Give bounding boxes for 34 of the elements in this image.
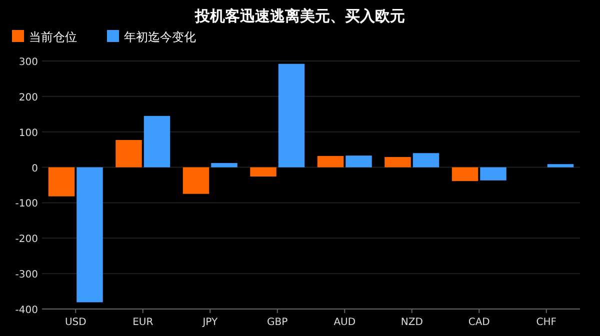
y-tick-label: 100	[18, 128, 38, 139]
bar	[278, 64, 305, 168]
chart-title: 投机客迅速逃离美元、买入欧元	[194, 7, 405, 25]
bar	[211, 163, 238, 168]
y-tick-label: 300	[18, 57, 38, 68]
y-tick-label: -200	[15, 234, 38, 246]
bar	[116, 140, 142, 168]
bar	[48, 167, 75, 196]
bar	[76, 167, 103, 302]
bar	[412, 153, 440, 168]
bar	[317, 156, 344, 168]
x-tick-label: CHF	[536, 317, 557, 328]
y-tick-label: -100	[15, 198, 38, 210]
legend-label: 当前仓位	[29, 30, 77, 44]
x-tick-label: NZD	[400, 317, 424, 328]
x-tick-label: AUD	[334, 317, 356, 328]
x-tick-label: USD	[64, 317, 87, 328]
y-tick-label: -400	[15, 305, 38, 316]
x-tick-label: CAD	[468, 317, 490, 328]
bar	[480, 167, 506, 180]
bar	[346, 156, 372, 168]
x-tick-label: JPY	[202, 317, 218, 328]
x-tick-label: GBP	[267, 317, 288, 328]
bar	[182, 167, 210, 194]
bar	[144, 116, 170, 168]
y-tick-label: 200	[18, 92, 38, 104]
bar	[452, 167, 478, 182]
bar	[250, 167, 276, 176]
bar	[384, 157, 411, 168]
y-tick-label: 0	[32, 163, 38, 174]
x-tick-label: EUR	[132, 317, 154, 328]
bar	[547, 164, 574, 168]
y-tick-label: -300	[15, 270, 38, 281]
legend-label: 年初迄今变化	[124, 30, 196, 44]
